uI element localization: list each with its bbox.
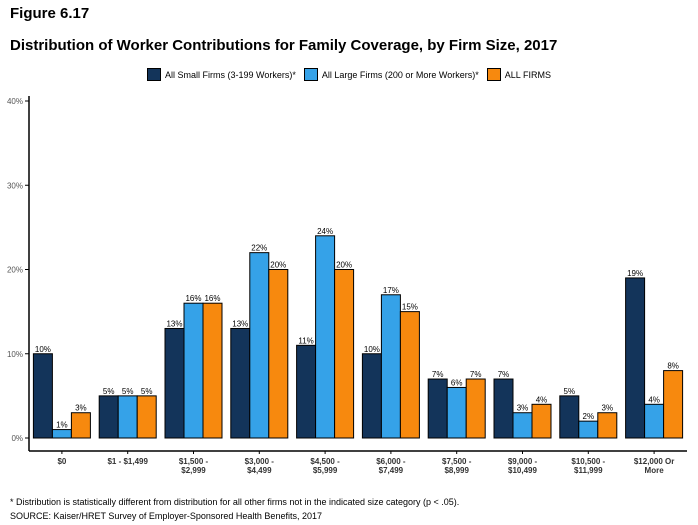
data-label-all: 20% — [336, 261, 352, 270]
legend-swatch-small — [147, 68, 162, 81]
data-label-small: 11% — [298, 336, 313, 345]
x-tick-label: $4,500 - — [310, 457, 340, 466]
bar-large — [51, 429, 72, 439]
y-tick-label: 20% — [7, 266, 23, 275]
data-label-all: 5% — [141, 387, 153, 396]
bar-chart: 0% 10% 20% 30% 40% 10% 1% 3% $0 5% 5% 5% $1 - $1,499… — [7, 96, 687, 475]
x-tick-label: $3,000 - — [245, 457, 275, 466]
x-tick-label: $6,000 - — [376, 457, 406, 466]
data-label-all: 8% — [667, 362, 679, 371]
x-tick-label: $2,999 — [181, 466, 206, 475]
x-tick-label: $7,500 - — [442, 457, 472, 466]
footnote: * Distribution is statistically differen… — [10, 497, 460, 507]
x-tick-label: $7,499 — [379, 466, 404, 475]
bar-small — [98, 395, 119, 439]
data-label-small: 10% — [35, 345, 51, 354]
data-label-large: 2% — [583, 412, 595, 421]
legend-label-small: All Small Firms (3-199 Workers)* — [165, 69, 296, 80]
x-tick-label: $10,499 — [508, 466, 537, 475]
data-label-large: 22% — [251, 244, 267, 253]
data-label-small: 19% — [627, 269, 643, 278]
data-label-small: 7% — [498, 370, 510, 379]
bar-all — [334, 269, 355, 439]
x-tick-label: $10,500 - — [571, 457, 605, 466]
data-label-large: 3% — [517, 404, 529, 413]
bar-small — [296, 344, 317, 439]
data-label-large: 6% — [451, 378, 463, 387]
x-tick-label: $1,500 - — [179, 457, 209, 466]
bar-all — [136, 395, 157, 439]
x-tick-label: More — [645, 466, 665, 475]
data-label-all: 15% — [402, 303, 418, 312]
data-label-large: 5% — [122, 387, 134, 396]
data-label-all: 3% — [75, 404, 87, 413]
x-tick-label: $1 - $1,499 — [107, 457, 148, 466]
legend-swatch-all — [486, 68, 501, 81]
bar-large — [315, 235, 336, 439]
x-tick-label: $11,999 — [574, 466, 603, 475]
figure-title: Distribution of Worker Contributions for… — [10, 37, 558, 54]
data-label-large: 24% — [317, 227, 333, 236]
bar-all — [663, 370, 684, 439]
bar-all — [465, 378, 486, 439]
legend-label-large: All Large Firms (200 or More Workers)* — [321, 69, 479, 80]
data-label-all: 16% — [204, 294, 220, 303]
figure-label: Figure 6.17 — [10, 5, 90, 22]
x-tick-label: $5,999 — [313, 466, 338, 475]
bar-small — [427, 378, 448, 439]
source-note: SOURCE: Kaiser/HRET Survey of Employer-S… — [10, 511, 322, 521]
bar-all — [202, 302, 223, 439]
x-tick-label: $4,499 — [247, 466, 272, 475]
bar-all — [268, 269, 289, 439]
bar-all — [399, 311, 420, 439]
data-label-large: 4% — [648, 395, 660, 404]
bar-small — [361, 353, 382, 439]
bar-large — [183, 302, 204, 439]
data-label-all: 4% — [536, 395, 548, 404]
legend-item-all: ALL FIRMS — [486, 68, 551, 81]
bar-small — [32, 353, 53, 439]
legend-swatch-large — [303, 68, 318, 81]
data-label-all: 7% — [470, 370, 482, 379]
x-tick-label: $9,000 - — [508, 457, 538, 466]
data-label-small: 13% — [232, 319, 248, 328]
bar-all — [70, 412, 91, 439]
y-tick-label: 40% — [7, 97, 23, 106]
y-tick-label: 10% — [7, 350, 23, 359]
bar-small — [164, 327, 185, 439]
bar-large — [380, 294, 401, 439]
bar-large — [644, 403, 665, 439]
bar-large — [249, 252, 270, 439]
legend-item-large: All Large Firms (200 or More Workers)* — [303, 68, 479, 81]
bar-all — [531, 403, 552, 439]
chart-legend: All Small Firms (3-199 Workers)* All Lar… — [0, 68, 698, 81]
data-label-large: 17% — [383, 286, 399, 295]
data-label-all: 3% — [602, 404, 614, 413]
bar-small — [625, 277, 646, 439]
bar-large — [578, 420, 599, 439]
data-label-small: 13% — [166, 319, 182, 328]
data-label-small: 5% — [103, 387, 115, 396]
data-label-large: 16% — [185, 294, 201, 303]
bar-small — [230, 327, 251, 439]
y-tick-label: 30% — [7, 181, 23, 190]
bar-large — [512, 412, 533, 439]
x-tick-label: $12,000 Or — [634, 457, 674, 466]
data-label-small: 10% — [364, 345, 380, 354]
data-label-all: 20% — [270, 261, 286, 270]
bar-small — [493, 378, 514, 439]
legend-label-all: ALL FIRMS — [504, 69, 551, 80]
x-tick-label: $8,999 — [444, 466, 469, 475]
legend-item-small: All Small Firms (3-199 Workers)* — [147, 68, 296, 81]
x-tick-label: $0 — [57, 457, 66, 466]
bar-large — [446, 386, 467, 439]
y-tick-label: 0% — [11, 434, 23, 443]
data-label-small: 5% — [564, 387, 576, 396]
data-label-small: 7% — [432, 370, 444, 379]
data-label-large: 1% — [56, 421, 68, 430]
bar-small — [559, 395, 580, 439]
bar-all — [597, 412, 618, 439]
bar-large — [117, 395, 138, 439]
